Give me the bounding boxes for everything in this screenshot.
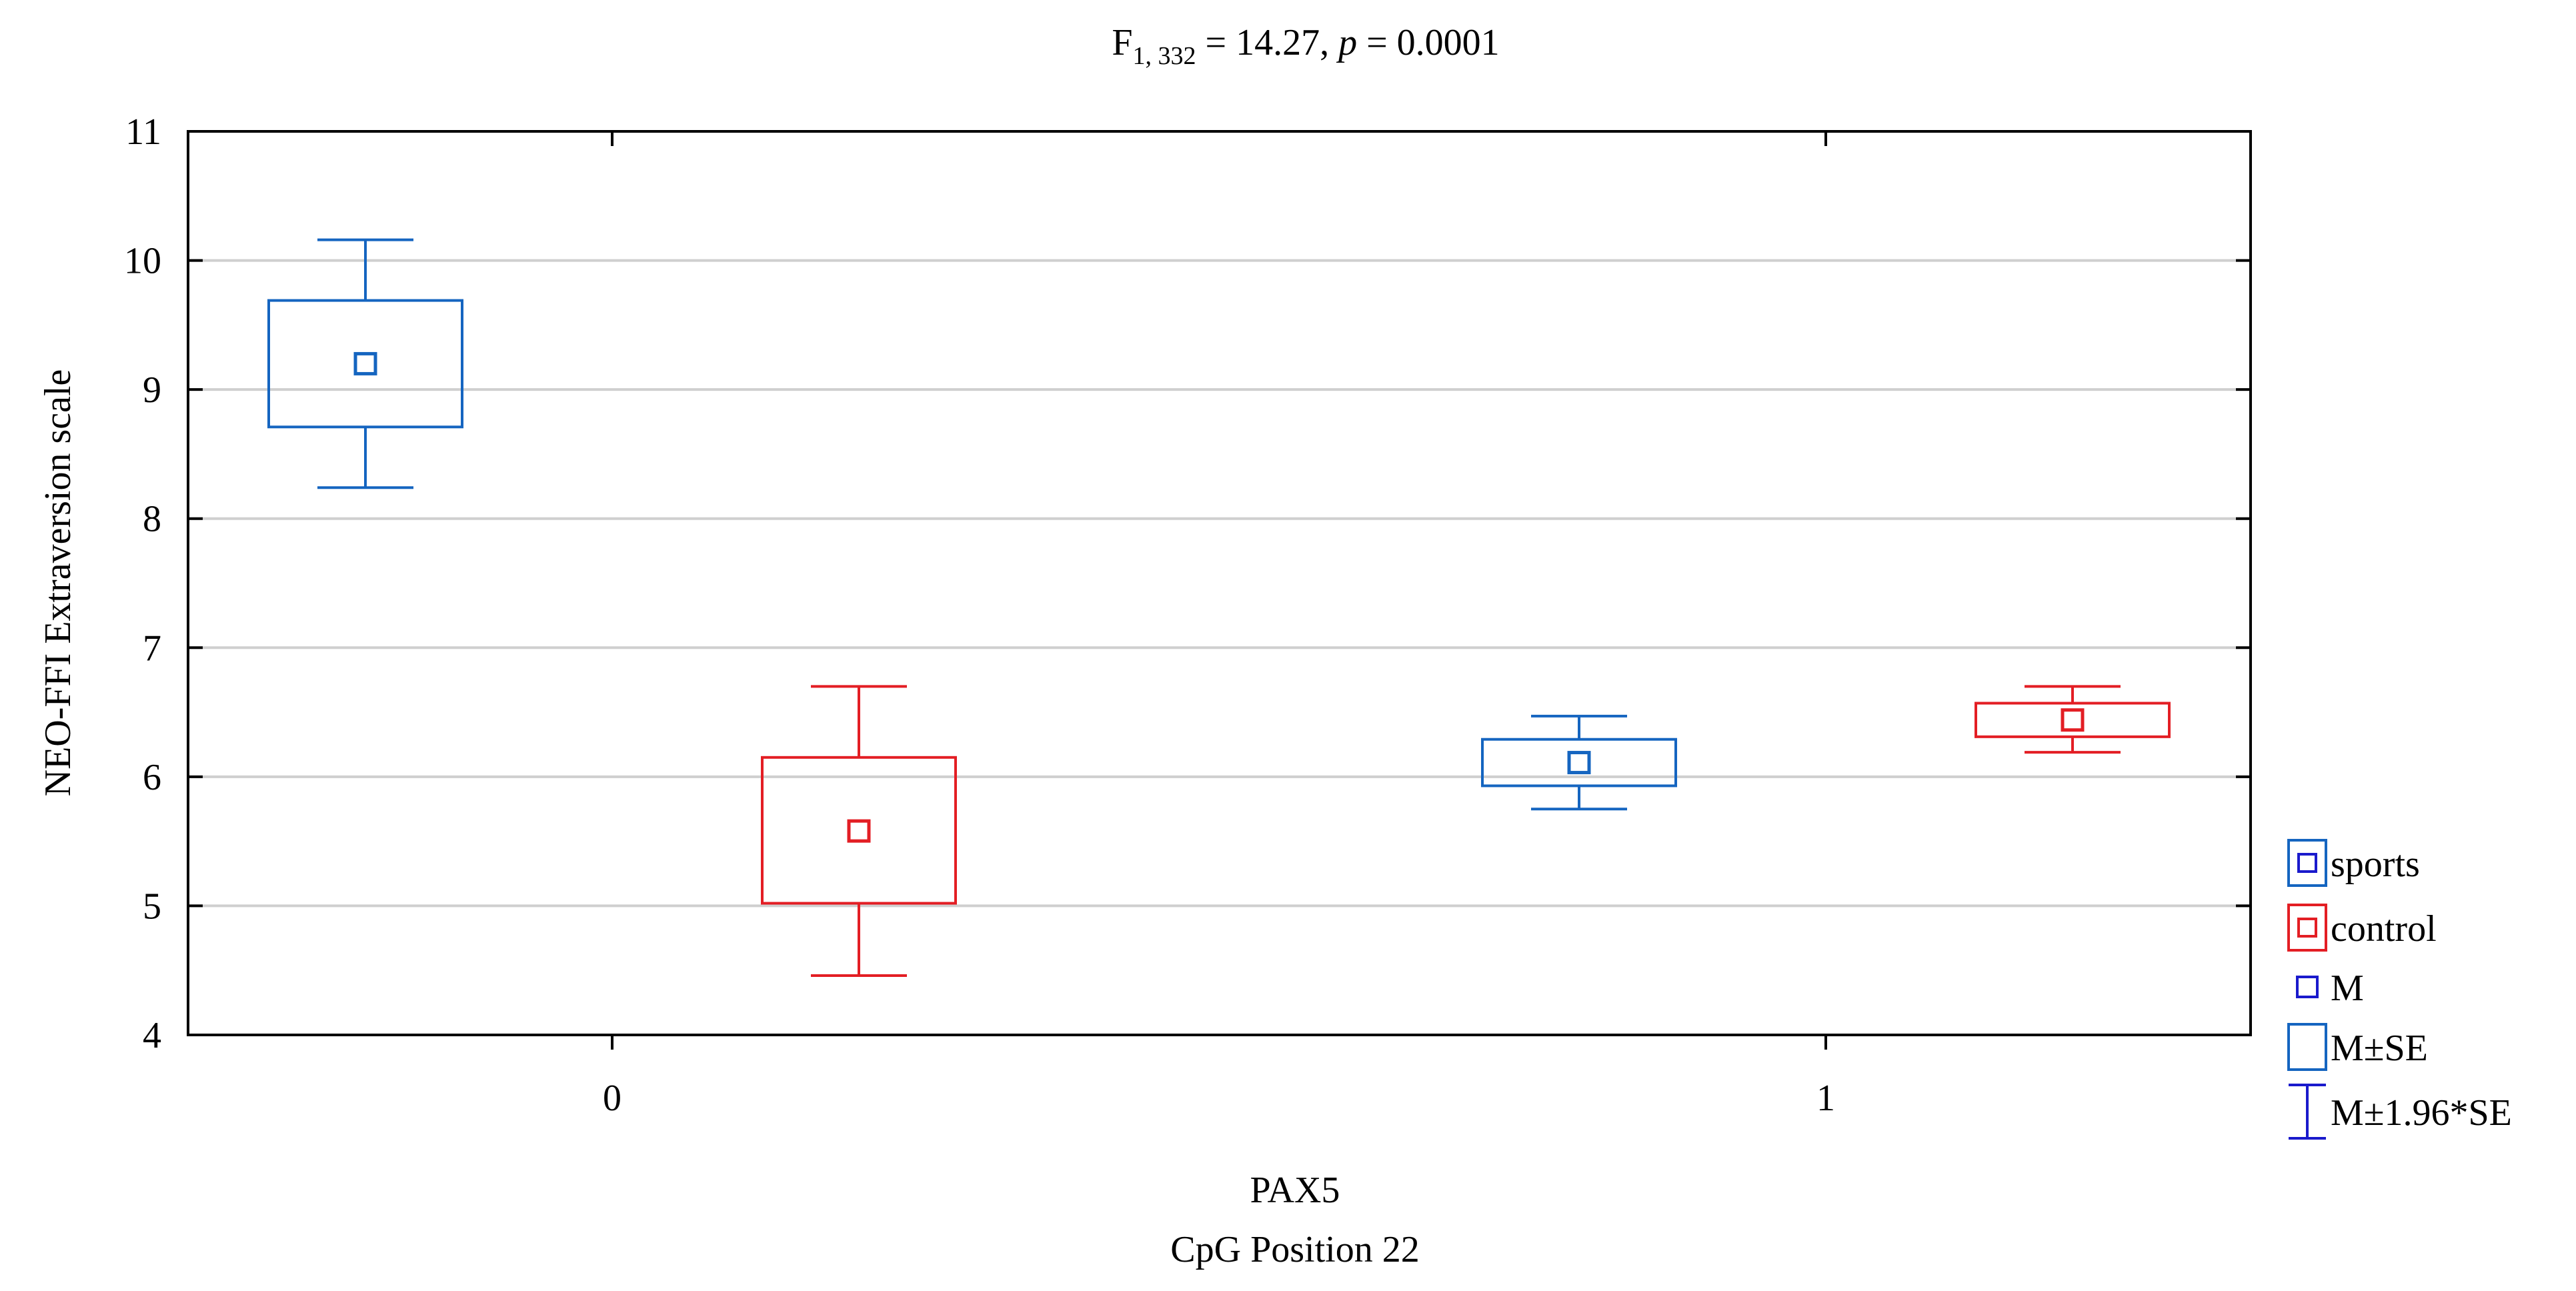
y-tick-label: 9 bbox=[143, 369, 161, 411]
se-box bbox=[267, 299, 463, 429]
plot-frame bbox=[187, 130, 2252, 1036]
box-sports-1 bbox=[1481, 714, 1677, 811]
y-axis: 4 5 6 7 8 9 10 11 bbox=[124, 111, 2251, 1056]
legend-label: M bbox=[2331, 968, 2364, 1009]
mean-marker bbox=[353, 351, 377, 375]
x-axis-label-line1: PAX5 bbox=[1250, 1170, 1340, 1211]
y-tick-label: 10 bbox=[124, 241, 161, 282]
legend-item-m-se: M±SE bbox=[2287, 1023, 2428, 1071]
box-control-1 bbox=[1975, 685, 2171, 754]
y-tick-label: 7 bbox=[143, 627, 161, 669]
mean-marker bbox=[1567, 751, 1591, 775]
title-subscript: 1, 332 bbox=[1132, 42, 1196, 70]
legend-box-icon bbox=[2287, 1023, 2327, 1071]
legend-label: M±SE bbox=[2331, 1028, 2428, 1069]
legend-mean-icon bbox=[2296, 976, 2319, 998]
y-tick-label: 8 bbox=[143, 499, 161, 540]
box-control-0 bbox=[761, 685, 957, 977]
se-box bbox=[1481, 738, 1677, 788]
legend-label: M±1.96*SE bbox=[2331, 1092, 2512, 1134]
legend-item-control: control bbox=[2287, 904, 2437, 952]
y-axis-label: NEO-FFI Extraversion scale bbox=[37, 369, 79, 797]
legend-item-m: M bbox=[2296, 968, 2364, 1009]
chart-title: F1, 332 = 14.27, p = 0.0001 bbox=[1112, 22, 1499, 70]
legend-label: control bbox=[2331, 908, 2437, 950]
se-box bbox=[761, 756, 957, 905]
x-tick-label: 0 bbox=[603, 1078, 621, 1119]
mean-marker bbox=[2061, 708, 2085, 732]
title-p-value: = 0.0001 bbox=[1357, 22, 1500, 63]
title-equation: = 14.27, bbox=[1196, 22, 1338, 63]
legend-label: sports bbox=[2331, 844, 2420, 885]
y-tick-label: 4 bbox=[143, 1015, 161, 1056]
data-marks bbox=[267, 238, 2171, 977]
y-tick-label: 11 bbox=[125, 111, 161, 153]
legend: sports control M M±SE M±1.96*SE bbox=[2287, 839, 2512, 1140]
y-tick-label: 5 bbox=[143, 886, 161, 927]
x-tick-label: 1 bbox=[1816, 1078, 1835, 1119]
legend-swatch-mean bbox=[2297, 918, 2317, 938]
box-sports-0 bbox=[267, 238, 463, 489]
legend-swatch-box bbox=[2287, 904, 2327, 952]
legend-swatch-mean bbox=[2297, 853, 2317, 873]
gridlines bbox=[188, 259, 2251, 908]
y-tick-label: 6 bbox=[143, 757, 161, 798]
mean-marker bbox=[847, 819, 871, 843]
title-p: p bbox=[1336, 22, 1357, 63]
title-f: F bbox=[1112, 22, 1132, 63]
legend-swatch-box bbox=[2287, 839, 2327, 887]
legend-item-m-1-96-se: M±1.96*SE bbox=[2289, 1084, 2512, 1140]
x-axis-label-line2: CpG Position 22 bbox=[1170, 1229, 1419, 1270]
legend-item-sports: sports bbox=[2287, 839, 2420, 887]
se-box bbox=[1975, 702, 2171, 738]
